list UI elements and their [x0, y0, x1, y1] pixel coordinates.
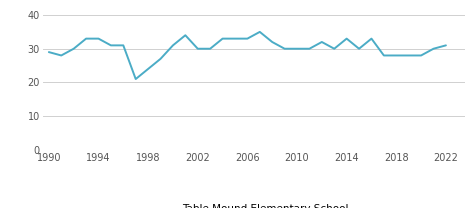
Legend: Table Mound Elementary School: Table Mound Elementary School [155, 200, 353, 208]
